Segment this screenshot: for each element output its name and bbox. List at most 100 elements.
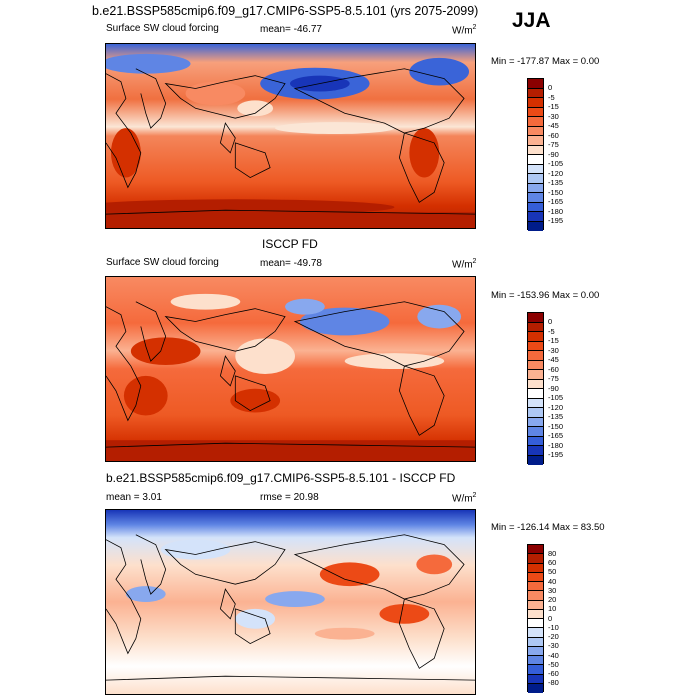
colorbar-swatch — [528, 322, 543, 332]
colorbar-tick-label: -75 — [548, 140, 559, 149]
colorbar-tick-label: -120 — [548, 168, 564, 178]
panel2-map-field — [106, 277, 475, 461]
colorbar-swatch — [528, 107, 543, 117]
panel3-units: W/m2 — [452, 492, 477, 505]
colorbar-swatch — [528, 341, 543, 351]
colorbar-tick-label: -15 — [548, 102, 559, 111]
colorbar-tick-label: 0 — [548, 613, 553, 623]
season-label: JJA — [512, 9, 551, 32]
panel2-title: ISCCP FD — [262, 237, 318, 251]
panel2-min-max: Min = -153.96 Max = 0.00 — [491, 290, 600, 301]
colorbar-swatch — [528, 554, 543, 564]
colorbar-swatch — [528, 572, 543, 582]
colorbar-tick-label: -165 — [548, 197, 564, 206]
colorbar-tick-label: -30 — [548, 111, 559, 121]
colorbar-swatch — [528, 609, 543, 619]
colorbar-swatch — [528, 351, 543, 361]
colorbar-tick-label: -60 — [548, 364, 559, 374]
colorbar-swatch — [528, 455, 543, 465]
colorbar-swatch — [528, 408, 543, 418]
colorbar-swatch — [528, 656, 543, 666]
colorbar-tick-label: -105 — [548, 393, 564, 402]
panel3-map — [105, 509, 476, 695]
colorbar-swatch — [528, 174, 543, 184]
colorbar-swatch — [528, 665, 543, 675]
colorbar-swatch — [528, 136, 543, 146]
colorbar-tick-label: -60 — [548, 669, 559, 678]
colorbar-swatch — [528, 221, 543, 231]
panel3-title: b.e21.BSSP585cmip6.f09_g17.CMIP6-SSP5-8.… — [106, 471, 456, 485]
colorbar-tick-label: 40 — [548, 576, 557, 586]
colorbar-tick-label: -45 — [548, 355, 559, 364]
colorbar-swatch — [528, 582, 543, 592]
panel1-units: W/m2 — [452, 24, 477, 37]
colorbar-swatch — [528, 389, 543, 399]
colorbar-tick-label: -80 — [548, 678, 559, 688]
colorbar-tick-label: -40 — [548, 650, 559, 660]
colorbar-swatch — [528, 398, 543, 408]
colorbar-tick-label: -135 — [548, 412, 564, 421]
colorbar-tick-label: -135 — [548, 178, 564, 187]
panel1-variable-label: Surface SW cloud forcing — [106, 23, 219, 34]
colorbar-swatch — [528, 600, 543, 610]
colorbar-swatch — [528, 637, 543, 647]
colorbar-swatch — [528, 360, 543, 370]
colorbar-tick-label: 10 — [548, 604, 557, 614]
panel2-colorbar — [527, 312, 544, 465]
colorbar-tick-label: 20 — [548, 595, 557, 604]
panel3-mean: mean = 3.01 — [106, 492, 162, 503]
colorbar-swatch — [528, 427, 543, 437]
colorbar-tick-label: -15 — [548, 336, 559, 345]
colorbar-tick-label: -180 — [548, 206, 564, 216]
colorbar-swatch — [528, 145, 543, 155]
colorbar-swatch — [528, 183, 543, 193]
colorbar-swatch — [528, 379, 543, 389]
colorbar-swatch — [528, 674, 543, 684]
colorbar-tick-label: 80 — [548, 548, 557, 558]
colorbar-tick-label: 30 — [548, 585, 557, 595]
colorbar-swatch — [528, 591, 543, 601]
colorbar-swatch — [528, 88, 543, 98]
colorbar-tick-label: -75 — [548, 374, 559, 383]
colorbar-tick-label: -165 — [548, 431, 564, 440]
colorbar-tick-label: 60 — [548, 558, 557, 567]
colorbar-swatch — [528, 155, 543, 165]
panel1-map-field — [106, 44, 475, 228]
panel3-map-field — [106, 510, 475, 694]
panel3-min-max: Min = -126.14 Max = 83.50 — [491, 522, 605, 533]
colorbar-tick-label: -50 — [548, 659, 559, 669]
colorbar-tick-label: -30 — [548, 641, 559, 651]
colorbar-swatch — [528, 619, 543, 629]
colorbar-swatch — [528, 436, 543, 446]
colorbar-tick-label: -120 — [548, 402, 564, 412]
colorbar-swatch — [528, 79, 543, 89]
colorbar-swatch — [528, 332, 543, 342]
colorbar-tick-label: -60 — [548, 130, 559, 140]
colorbar-swatch — [528, 117, 543, 127]
panel2-mean: mean= -49.78 — [260, 258, 322, 269]
colorbar-tick-label: -10 — [548, 622, 559, 632]
colorbar-tick-label: 0 — [548, 317, 553, 326]
colorbar-tick-label: -195 — [548, 216, 564, 225]
panel1-map — [105, 43, 476, 229]
panel3-rmse: rmse = 20.98 — [260, 492, 319, 503]
colorbar-swatch — [528, 98, 543, 108]
colorbar-tick-label: -20 — [548, 632, 559, 641]
colorbar-tick-label: -45 — [548, 121, 559, 130]
colorbar-swatch — [528, 212, 543, 222]
colorbar-swatch — [528, 683, 543, 693]
colorbar-tick-label: -5 — [548, 92, 555, 102]
colorbar-swatch — [528, 646, 543, 656]
panel2-map — [105, 276, 476, 462]
panel1-min-max: Min = -177.87 Max = 0.00 — [491, 56, 600, 67]
panel3-colorbar — [527, 544, 544, 693]
colorbar-swatch — [528, 417, 543, 427]
panel2-variable-label: Surface SW cloud forcing — [106, 257, 219, 268]
colorbar-tick-label: -105 — [548, 159, 564, 168]
colorbar-tick-label: -180 — [548, 440, 564, 450]
colorbar-tick-label: 0 — [548, 83, 553, 92]
colorbar-tick-label: -150 — [548, 421, 564, 431]
colorbar-swatch — [528, 545, 543, 555]
colorbar-swatch — [528, 370, 543, 380]
colorbar-swatch — [528, 193, 543, 203]
